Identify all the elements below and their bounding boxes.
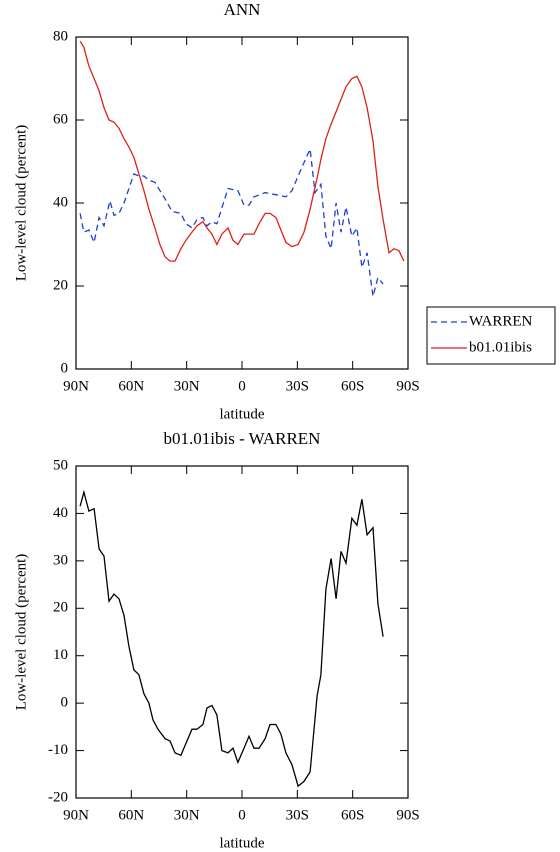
x-tick-label: 60N — [118, 378, 144, 394]
plot-frame — [75, 465, 409, 799]
legend-box — [426, 306, 556, 365]
y-axis-label: Low-level cloud (percent) — [13, 125, 29, 282]
x-axis-label: latitude — [220, 835, 265, 851]
x-tick-label: 30N — [174, 807, 200, 823]
y-tick-label: 50 — [53, 457, 68, 473]
y-tick-label: 40 — [53, 505, 68, 521]
y-tick-label: 0 — [61, 360, 69, 376]
x-tick-label: 60S — [341, 378, 364, 394]
x-tick-label: 60S — [341, 807, 364, 823]
y-tick-label: -10 — [48, 742, 68, 758]
legend-label: WARREN — [469, 313, 533, 329]
y-tick-label: 60 — [53, 111, 68, 127]
plot-frame — [75, 36, 409, 370]
y-tick-label: 0 — [61, 695, 69, 711]
x-tick-label: 90N — [63, 378, 89, 394]
x-tick-label: 90S — [396, 378, 419, 394]
chart-title: ANN — [224, 0, 261, 19]
y-tick-label: 10 — [53, 647, 68, 663]
x-tick-label: 60N — [118, 807, 144, 823]
x-tick-label: 90S — [396, 807, 419, 823]
y-tick-label: 20 — [53, 600, 68, 616]
y-tick-label: 20 — [53, 277, 68, 293]
data-line — [79, 146, 384, 297]
x-tick-label: 0 — [238, 807, 246, 823]
x-tick-label: 90N — [63, 807, 89, 823]
legend-label: b01.01ibis — [469, 339, 532, 355]
y-tick-label: 30 — [53, 552, 68, 568]
y-tick-label: 40 — [53, 194, 68, 210]
data-line — [79, 489, 384, 788]
y-tick-label: 80 — [53, 28, 68, 44]
data-line — [79, 40, 405, 262]
chart-title: b01.01ibis - WARREN — [164, 429, 321, 448]
y-axis-label: Low-level cloud (percent) — [13, 554, 29, 711]
x-tick-label: 30N — [174, 378, 200, 394]
x-tick-label: 0 — [238, 378, 246, 394]
y-tick-label: -20 — [48, 789, 68, 805]
x-tick-label: 30S — [286, 807, 309, 823]
x-axis-label: latitude — [220, 406, 265, 422]
x-tick-label: 30S — [286, 378, 309, 394]
